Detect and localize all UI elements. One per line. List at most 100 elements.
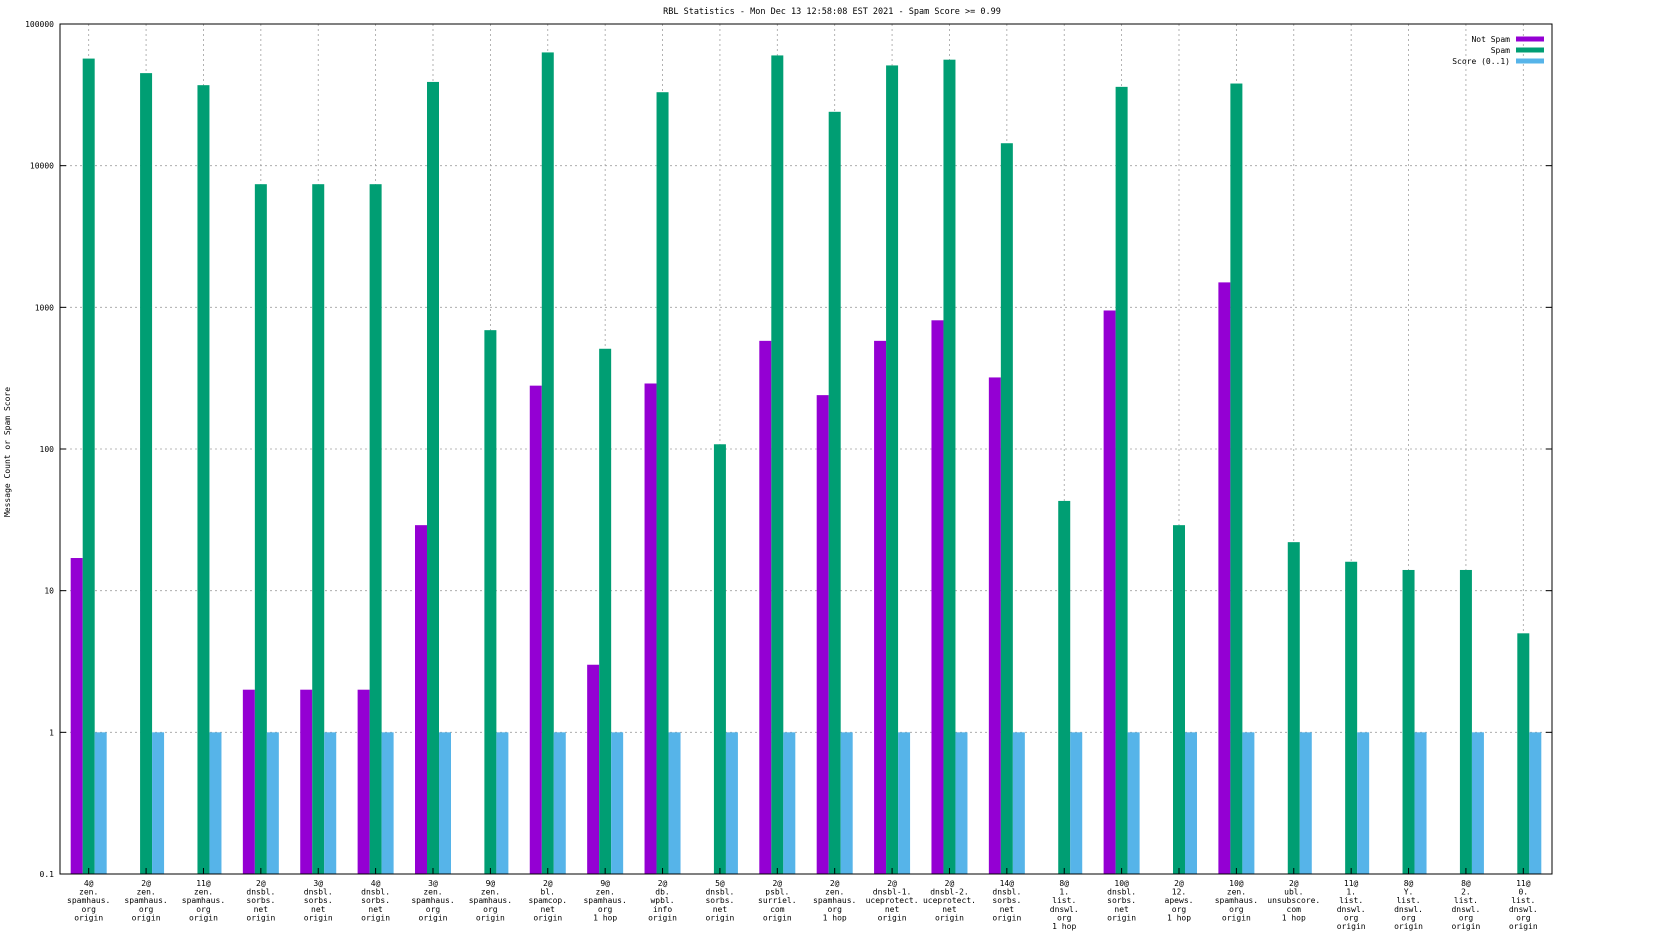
plot-border — [59, 23, 1553, 875]
category-label-line: dnswl. — [1451, 905, 1480, 914]
category-label-line: uceprotect. — [866, 896, 919, 905]
category-label-line: db. — [655, 888, 669, 897]
category-label-line: 11@ — [1516, 879, 1531, 888]
bar-not-spam — [242, 689, 255, 874]
bar-spam — [369, 184, 382, 875]
category-label-line: uceprotect. — [923, 896, 976, 905]
category-label-line: com — [1287, 905, 1302, 914]
category-label-line: org — [598, 905, 613, 914]
axis-layer: 0.1 1 10 100 1000 10000 100000 — [25, 20, 1553, 879]
category-label-line: origin — [74, 913, 103, 922]
category-label: 14@ dnsbl. sorbs. net origin — [992, 879, 1021, 922]
y-tick-label: 0.1 — [40, 870, 55, 879]
bar-spam — [771, 55, 784, 874]
category-label-line: origin — [1337, 922, 1366, 931]
bar-score-0-1- — [611, 732, 624, 874]
category-label-line: 2@ — [772, 879, 782, 888]
category-label-line: origin — [246, 913, 275, 922]
bar-score-0-1- — [381, 732, 394, 874]
category-label-line: zen. — [79, 888, 98, 897]
category-label-line: origin — [1394, 922, 1423, 931]
category-label: 8@ Y. list. dnswl. org origin — [1394, 879, 1423, 931]
category-label-line: origin — [1509, 922, 1538, 931]
category-label-line: 2@ — [658, 879, 668, 888]
bar-score-0-1- — [209, 732, 222, 874]
category-label-line: 2@ — [256, 879, 266, 888]
category-label-line: net — [1000, 905, 1015, 914]
category-label-line: sorbs. — [992, 896, 1021, 905]
bar-not-spam — [759, 340, 772, 875]
bar-spam — [1173, 525, 1185, 874]
category-label-line: spamcop. — [529, 896, 568, 905]
category-label: 2@ db. wpbl. info origin — [648, 879, 677, 922]
category-label-line: 1 hop — [1052, 922, 1076, 931]
bar-score-0-1- — [439, 732, 451, 874]
bar-spam — [312, 184, 325, 875]
category-label-line: sorbs. — [361, 896, 390, 905]
category-label: 3@ dnsbl. sorbs. net origin — [304, 879, 333, 922]
bar-score-0-1- — [1012, 732, 1025, 874]
category-label-line: zen. — [423, 888, 442, 897]
category-label: 9@ zen. spamhaus. org origin — [469, 879, 512, 922]
y-tick-label: 1 — [49, 728, 54, 737]
category-label-line: origin — [1451, 922, 1480, 931]
category-label-line: net — [942, 905, 957, 914]
chart-title: RBL Statistics - Mon Dec 13 12:58:08 EST… — [663, 7, 1001, 17]
category-label-line: list. — [1339, 896, 1363, 905]
bar-spam — [943, 59, 956, 875]
category-label-line: 10@ — [1229, 879, 1244, 888]
category-label-line: Y. — [1404, 888, 1414, 897]
category-label-line: surriel. — [758, 896, 797, 905]
category-label-line: dnsbl. — [1107, 888, 1136, 897]
category-label-line: org — [1459, 913, 1474, 922]
bar-score-0-1- — [725, 732, 738, 874]
bar-not-spam — [587, 664, 600, 874]
bar-score-0-1- — [1070, 732, 1083, 874]
category-label-line: 8@ — [1461, 879, 1471, 888]
legend-swatch — [1516, 47, 1544, 53]
bar-score-0-1- — [94, 732, 107, 874]
legend-label: Score (0..1) — [1452, 57, 1510, 66]
y-tick-label: 10000 — [30, 162, 54, 171]
category-label-line: 10@ — [1114, 879, 1129, 888]
bar-spam — [197, 85, 210, 874]
category-label-line: org — [483, 905, 498, 914]
category-label-line: zen. — [1227, 888, 1246, 897]
bar-score-0-1- — [152, 732, 165, 874]
bar-spam — [1058, 500, 1071, 874]
category-label-line: origin — [304, 913, 333, 922]
bar-spam — [1459, 569, 1472, 874]
category-label-line: unsubscore. — [1267, 896, 1320, 905]
category-label-line: dnsbl. — [705, 888, 734, 897]
category-label-line: wpbl. — [650, 896, 674, 905]
category-label-line: origin — [992, 913, 1021, 922]
category-label: 8@ 2. list. dnswl. org origin — [1451, 879, 1480, 931]
legend: Not Spam Spam Score (0..1) — [1452, 35, 1544, 66]
category-label-line: spamhaus. — [469, 896, 512, 905]
category-label-line: origin — [361, 913, 390, 922]
category-label-line: org — [1172, 905, 1187, 914]
category-label: 10@ zen. spamhaus. org origin — [1215, 879, 1258, 922]
category-label-line: 1 hop — [1282, 913, 1306, 922]
bar-not-spam — [988, 377, 1001, 874]
legend-label: Not Spam — [1471, 35, 1510, 44]
bar-not-spam — [1103, 310, 1116, 875]
category-label-line: spamhaus. — [67, 896, 110, 905]
category-label-line: list. — [1052, 896, 1076, 905]
category-label-line: sorbs. — [705, 896, 734, 905]
category-label-line: origin — [476, 913, 505, 922]
bar-not-spam — [644, 383, 657, 874]
category-label-line: org — [139, 905, 154, 914]
category-label-line: spamhaus. — [411, 896, 454, 905]
category-label: 2@ psbl. surriel. com origin — [758, 879, 797, 922]
category-label: 10@ dnsbl. sorbs. net origin — [1107, 879, 1136, 922]
bar-score-0-1- — [1357, 732, 1370, 874]
category-label-line: dnswl. — [1509, 905, 1538, 914]
category-label-line: origin — [132, 913, 161, 922]
category-label-line: 2. — [1461, 888, 1471, 897]
bar-score-0-1- — [553, 732, 566, 874]
category-label-line: list. — [1454, 896, 1478, 905]
category-label-line: 8@ — [1059, 879, 1069, 888]
category-label-line: net — [368, 905, 383, 914]
bar-not-spam — [415, 525, 427, 874]
